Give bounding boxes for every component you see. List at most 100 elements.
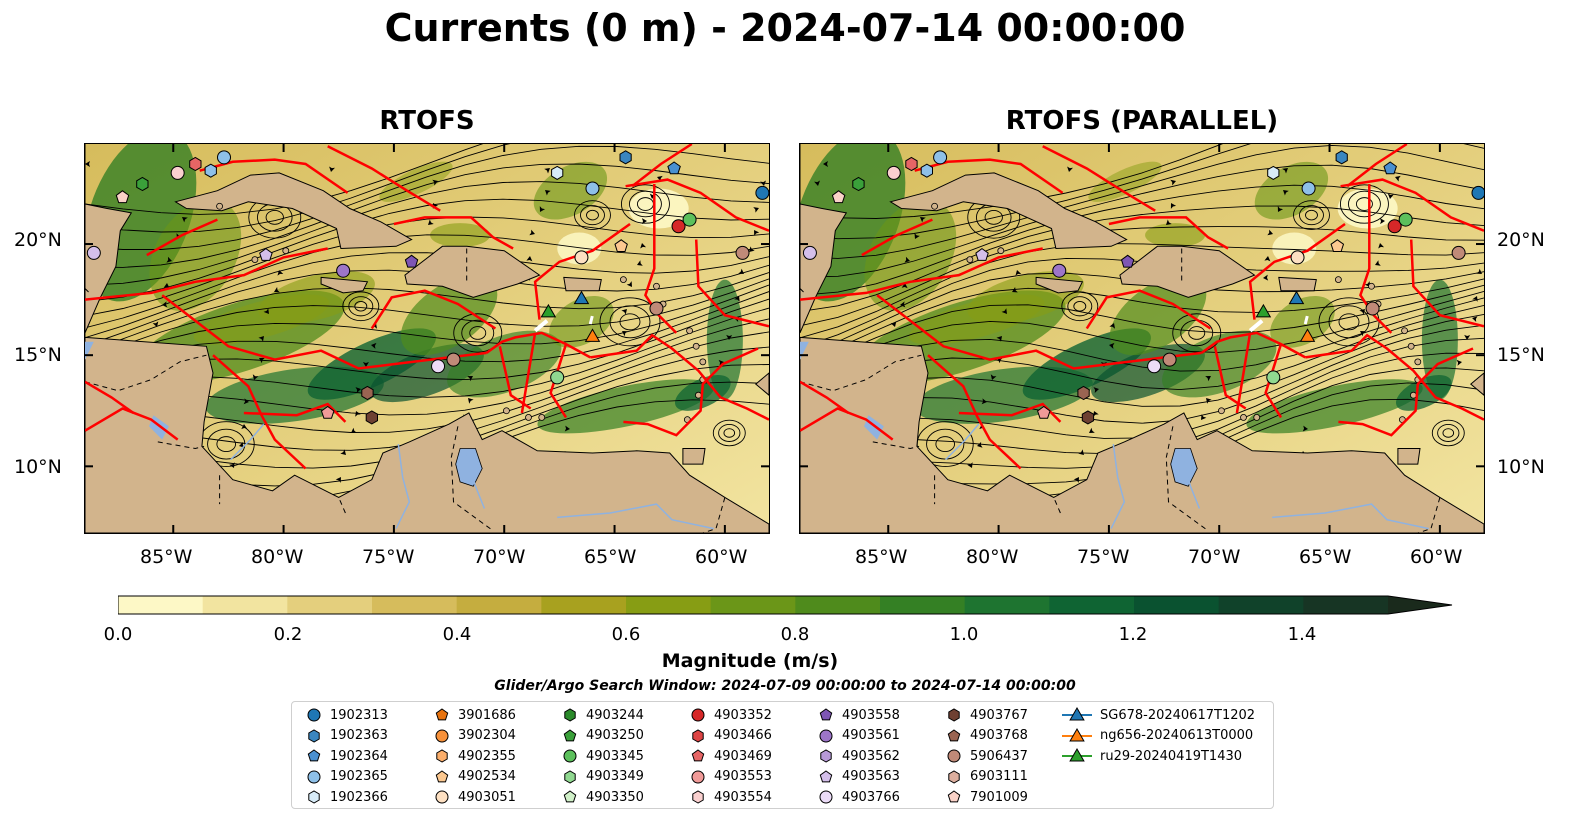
legend-marker (819, 790, 833, 804)
colorbar-extend-arrow (1388, 596, 1452, 614)
legend-item: 4903352 (690, 705, 772, 725)
argo-float (1330, 239, 1345, 252)
eez-boundary (243, 402, 347, 423)
legend-marker (819, 708, 833, 721)
flow-arrow (1109, 342, 1115, 349)
legend-marker (691, 749, 705, 762)
argo-float (1471, 185, 1484, 200)
flow-arrow (258, 336, 264, 342)
legend-item: 4903561 (818, 726, 900, 746)
argo-float (1120, 254, 1135, 268)
flow-arrow (432, 179, 438, 186)
flow-arrow (1166, 219, 1172, 225)
streamline (800, 144, 1224, 248)
flow-arrow (1378, 243, 1385, 249)
map-rtofs[interactable] (84, 143, 770, 534)
argo-float (802, 245, 817, 260)
panel-title-rtofs: RTOFS (379, 106, 475, 136)
flow-arrow (738, 268, 744, 274)
current-magnitude-patch (193, 294, 330, 345)
legend-label: 3902304 (458, 728, 516, 743)
eddy-streamline (1172, 313, 1222, 353)
river (557, 503, 714, 530)
eez-boundary (1340, 178, 1484, 232)
argo-float (1147, 359, 1162, 374)
current-magnitude-patch (864, 199, 957, 311)
eez-boundary (161, 294, 487, 370)
island (503, 407, 510, 415)
island (282, 247, 290, 255)
eddy-streamline (354, 301, 368, 312)
flow-arrow (622, 330, 628, 337)
eez-boundary (800, 247, 1043, 301)
land-mass (1035, 276, 1084, 294)
eez-boundary (1346, 144, 1408, 188)
legend-label: ru29-20240419T1430 (1100, 748, 1243, 764)
argo-float (431, 359, 446, 374)
flow-arrow (152, 321, 159, 327)
glider (584, 328, 601, 342)
argo-float (1266, 370, 1281, 385)
flow-arrow (539, 206, 546, 212)
legend-marker (564, 769, 576, 784)
flow-arrow (1263, 274, 1269, 281)
eddy-streamline (1338, 313, 1360, 331)
lon-tick-label: 80°W (251, 546, 304, 568)
current-magnitude-patch (1088, 161, 1162, 202)
legend-marker-icon (308, 790, 320, 804)
legend-marker (563, 790, 577, 803)
eez-boundary (800, 380, 850, 415)
flow-arrow (1464, 334, 1471, 340)
flow-arrow (1015, 270, 1022, 276)
legend-marker (308, 728, 320, 743)
legend-label: 4903768 (970, 728, 1028, 743)
island (1368, 282, 1375, 290)
flow-arrow (1267, 229, 1273, 236)
argo-float (217, 150, 232, 165)
eddy-streamline (984, 209, 1003, 225)
island (1218, 407, 1225, 415)
flow-arrow (432, 203, 439, 209)
legend-item: 4903250 (562, 726, 644, 746)
legend-item: 4903554 (690, 787, 772, 807)
eez-boundary (631, 144, 693, 188)
legend-marker-icon (819, 729, 833, 742)
legend-marker-icon (563, 728, 577, 741)
eddy-streamline (265, 209, 284, 225)
flow-arrow (621, 309, 627, 315)
argo-float (1451, 245, 1466, 260)
colorbar-segment (372, 596, 458, 614)
argo-float (551, 165, 564, 180)
island (692, 342, 700, 350)
streamline (85, 145, 769, 272)
river (230, 423, 265, 461)
flow-arrow (1283, 190, 1289, 196)
eddy-streamline (207, 428, 246, 460)
legend-marker (947, 790, 961, 803)
figure-title: Currents (0 m) - 2024-07-14 00:00:00 (384, 6, 1186, 50)
eez-boundary (1235, 332, 1252, 414)
argo-float (614, 239, 628, 252)
flow-arrow (544, 168, 550, 174)
legend-marker (308, 790, 320, 804)
legend-marker-icon (308, 728, 320, 743)
flow-arrow (182, 217, 188, 223)
legend-marker (947, 728, 961, 741)
eez-boundary (590, 333, 769, 421)
eez-boundary (485, 331, 591, 359)
legend-marker-icon (307, 749, 321, 762)
eddy-streamline (1073, 301, 1087, 312)
legend-marker-icon (563, 790, 577, 803)
eez-boundary (861, 218, 933, 257)
flow-arrow (1359, 309, 1365, 315)
eez-boundary (1108, 216, 1229, 250)
map-rtofs-parallel[interactable] (799, 143, 1485, 534)
eez-boundary (1359, 184, 1393, 334)
legend-label: 4903767 (970, 707, 1028, 723)
legend-marker (307, 770, 321, 783)
legend-marker (820, 749, 832, 763)
legend-marker-icon (948, 769, 960, 784)
colorbar-segment (1218, 596, 1304, 614)
land-mass (1397, 448, 1421, 465)
flow-arrow (161, 301, 168, 308)
